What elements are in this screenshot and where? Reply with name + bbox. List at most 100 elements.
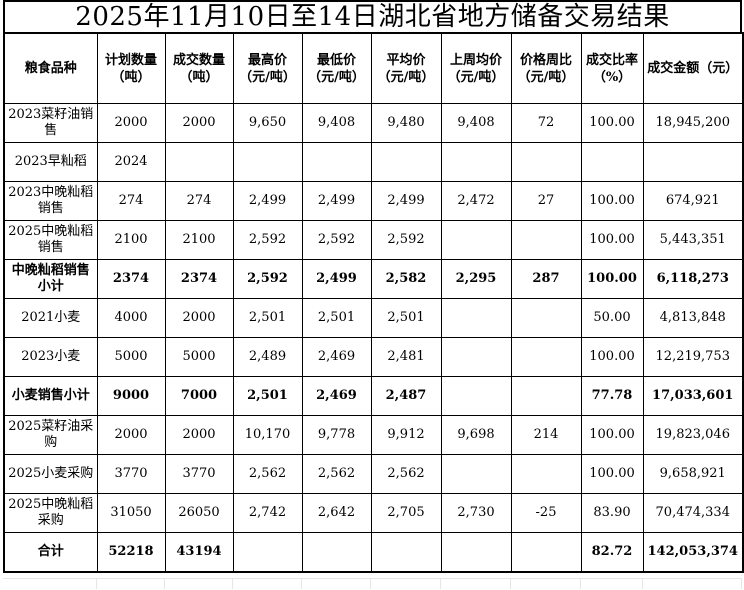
value-cell: 5,443,351 xyxy=(642,220,744,260)
value-cell: 2,501 xyxy=(301,298,372,338)
value-cell xyxy=(510,532,582,573)
value-cell: 83.90 xyxy=(580,493,644,533)
value-cell: 2,487 xyxy=(370,376,442,416)
value-cell: -25 xyxy=(510,493,582,533)
value-cell: 2,481 xyxy=(370,337,442,377)
value-cell: 2,730 xyxy=(440,493,512,533)
value-cell: 2,592 xyxy=(370,220,442,260)
value-cell: 77.78 xyxy=(580,376,644,416)
table-row: 2023中晚籼稻销售 274 274 2,499 2,499 2,499 2,472 27 10… xyxy=(3,181,744,221)
value-cell xyxy=(440,142,512,182)
col-header-trade-ratio: 成交比率（%） xyxy=(580,32,644,104)
value-cell: 50.00 xyxy=(580,298,644,338)
value-cell xyxy=(301,532,372,573)
gridline-cell xyxy=(97,579,165,589)
value-cell: 2,592 xyxy=(301,220,372,260)
value-cell: 10,170 xyxy=(232,415,303,455)
row-label-cell: 2023中晚籼稻销售 xyxy=(3,181,98,221)
value-cell: 43194 xyxy=(164,532,234,573)
value-cell xyxy=(440,298,512,338)
value-cell: 2,501 xyxy=(232,376,303,416)
value-cell: 2,705 xyxy=(370,493,442,533)
col-header-min-price: 最低价（元/吨） xyxy=(301,32,372,104)
gridline-cell xyxy=(233,579,302,589)
table-row: 2023早籼稻 2024 xyxy=(3,142,744,182)
value-cell: 2024 xyxy=(96,142,166,182)
table-row: 2025中晚籼稻采购 31050 26050 2,742 2,642 2,705 2,730… xyxy=(3,493,744,533)
value-cell: 2,499 xyxy=(370,181,442,221)
table-title: 2025年11月10日至14日湖北省地方储备交易结果 xyxy=(3,0,742,32)
col-header-variety: 粮食品种 xyxy=(3,32,98,104)
value-cell: 2,592 xyxy=(232,259,303,299)
table-body: 2023菜籽油销售 2000 2000 9,650 9,408 9,480 9,408 72 1… xyxy=(3,103,744,573)
value-cell: 2100 xyxy=(164,220,234,260)
row-label-cell: 中晚籼稻销售小计 xyxy=(3,259,98,299)
value-cell: 2,742 xyxy=(232,493,303,533)
value-cell: 52218 xyxy=(96,532,166,573)
value-cell xyxy=(370,532,442,573)
value-cell: 274 xyxy=(96,181,166,221)
col-header-max-price: 最高价（元/吨） xyxy=(232,32,303,104)
table-header-row: 粮食品种 计划数量（吨） 成交数量（吨） 最高价（元/吨） 最低价（元/吨） 平… xyxy=(3,32,744,104)
col-header-planned-qty: 计划数量（吨） xyxy=(96,32,166,104)
value-cell: 4000 xyxy=(96,298,166,338)
col-header-trade-amount: 成交金额（元） xyxy=(642,32,744,104)
value-cell: 2000 xyxy=(96,103,166,143)
value-cell: 2,501 xyxy=(370,298,442,338)
value-cell xyxy=(510,220,582,260)
value-cell: 2100 xyxy=(96,220,166,260)
row-label-cell: 2021小麦 xyxy=(3,298,98,338)
value-cell: 9,912 xyxy=(370,415,442,455)
gridline-cell xyxy=(165,579,233,589)
value-cell: 100.00 xyxy=(580,181,644,221)
value-cell: 19,823,046 xyxy=(642,415,744,455)
table-row: 2025菜籽油采购 2000 2000 10,170 9,778 9,912 9,698 21… xyxy=(3,415,744,455)
value-cell: 2374 xyxy=(164,259,234,299)
value-cell: 100.00 xyxy=(580,337,644,377)
row-label-cell: 2025小麦采购 xyxy=(3,454,98,494)
value-cell xyxy=(510,454,582,494)
row-label-cell: 2025菜籽油采购 xyxy=(3,415,98,455)
value-cell: 2,582 xyxy=(370,259,442,299)
value-cell: 31050 xyxy=(96,493,166,533)
value-cell: 2,501 xyxy=(232,298,303,338)
gridline-cell xyxy=(581,579,643,589)
value-cell: 100.00 xyxy=(580,220,644,260)
value-cell: 9,408 xyxy=(301,103,372,143)
value-cell xyxy=(510,142,582,182)
value-cell: 100.00 xyxy=(580,103,644,143)
value-cell: 72 xyxy=(510,103,582,143)
value-cell: 6,118,273 xyxy=(642,259,744,299)
value-cell: 7000 xyxy=(164,376,234,416)
value-cell: 9,408 xyxy=(440,103,512,143)
value-cell: 70,474,334 xyxy=(642,493,744,533)
col-header-price-wow: 价格周比（元/吨） xyxy=(510,32,582,104)
row-label-cell: 2023早籼稻 xyxy=(3,142,98,182)
value-cell: 4,813,848 xyxy=(642,298,744,338)
spreadsheet-gridlines xyxy=(3,578,742,589)
value-cell: 2,469 xyxy=(301,337,372,377)
row-label-cell: 2025中晚籼稻销售 xyxy=(3,220,98,260)
value-cell: 274 xyxy=(164,181,234,221)
table-row: 中晚籼稻销售小计 2374 2374 2,592 2,499 2,582 2,295 287 1… xyxy=(3,259,744,299)
row-label-cell: 2025中晚籼稻采购 xyxy=(3,493,98,533)
col-header-lastweek-avg: 上周均价（元/吨） xyxy=(440,32,512,104)
value-cell xyxy=(580,142,644,182)
value-cell: 12,219,753 xyxy=(642,337,744,377)
value-cell: 27 xyxy=(510,181,582,221)
value-cell: 2,562 xyxy=(301,454,372,494)
value-cell: 2,499 xyxy=(232,181,303,221)
gridline-cell xyxy=(371,579,441,589)
value-cell: 2,499 xyxy=(301,181,372,221)
value-cell: 100.00 xyxy=(580,454,644,494)
table-row: 2021小麦 4000 2000 2,501 2,501 2,501 50.00 4,813,… xyxy=(3,298,744,338)
value-cell: 2000 xyxy=(164,103,234,143)
table-row: 2025中晚籼稻销售 2100 2100 2,592 2,592 2,592 100.00 5… xyxy=(3,220,744,260)
value-cell xyxy=(440,376,512,416)
value-cell: 2374 xyxy=(96,259,166,299)
value-cell: 18,945,200 xyxy=(642,103,744,143)
results-table: 粮食品种 计划数量（吨） 成交数量（吨） 最高价（元/吨） 最低价（元/吨） 平… xyxy=(3,32,744,573)
value-cell xyxy=(642,142,744,182)
value-cell: 100.00 xyxy=(580,415,644,455)
